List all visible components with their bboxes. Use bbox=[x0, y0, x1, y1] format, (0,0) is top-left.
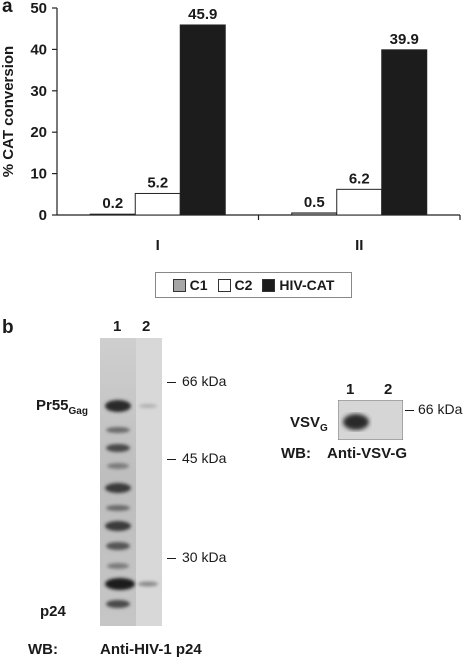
wb-prefix-inset: WB: bbox=[281, 445, 311, 462]
data-label: 0.2 bbox=[102, 195, 123, 212]
western-blot-main bbox=[100, 338, 162, 626]
inset-lane-label-2: 2 bbox=[384, 381, 393, 398]
marker-tick-45 bbox=[167, 459, 176, 460]
chart-legend: C1 C2 HIV-CAT bbox=[155, 272, 352, 298]
wb-antibody-inset: Anti-VSV-G bbox=[327, 445, 408, 462]
inset-band-label: VSVG bbox=[290, 414, 328, 434]
data-label: 45.9 bbox=[188, 6, 217, 23]
marker-30-kda: 30 kDa bbox=[182, 549, 227, 565]
data-label: 0.5 bbox=[304, 194, 325, 211]
legend-label-hiv-cat: HIV-CAT bbox=[279, 277, 335, 293]
marker-66-kda: 66 kDa bbox=[182, 373, 227, 389]
legend-item-hiv-cat: HIV-CAT bbox=[262, 277, 334, 293]
panel-a-label: a bbox=[2, 0, 13, 17]
bar-hiv-cat-ii bbox=[381, 49, 428, 216]
y-axis-label: % CAT conversion bbox=[0, 46, 17, 177]
inset-band-label-sub: G bbox=[320, 423, 328, 434]
bar-c1-i bbox=[89, 213, 136, 216]
y-tick-label: 40 bbox=[30, 41, 47, 58]
inset-marker-tick bbox=[405, 410, 414, 411]
legend-item-c2: C2 bbox=[217, 277, 253, 293]
panel-b-label: b bbox=[2, 317, 14, 338]
legend-swatch-c1 bbox=[172, 278, 186, 292]
inset-lane-label-1: 1 bbox=[346, 381, 355, 398]
y-tick-label: 0 bbox=[39, 207, 47, 224]
western-blot-inset bbox=[338, 400, 403, 440]
bar-c1-ii bbox=[291, 212, 338, 216]
band-label-pr55-sub: Gag bbox=[68, 406, 88, 417]
bar-hiv-cat-i bbox=[179, 24, 226, 216]
data-label: 39.9 bbox=[390, 31, 419, 48]
legend-swatch-c2 bbox=[217, 278, 231, 292]
wb-antibody-main: Anti-HIV-1 p24 bbox=[100, 641, 202, 658]
marker-tick-66 bbox=[167, 382, 176, 383]
inset-band-label-main: VSV bbox=[290, 414, 321, 431]
x-category-label: II bbox=[355, 237, 363, 254]
legend-label-c2: C2 bbox=[234, 277, 253, 293]
marker-tick-30 bbox=[167, 558, 176, 559]
band-label-p24: p24 bbox=[40, 603, 66, 620]
y-tick-label: 30 bbox=[30, 83, 47, 100]
y-tick-label: 50 bbox=[30, 0, 47, 17]
legend-swatch-hiv-cat bbox=[262, 278, 276, 292]
marker-45-kda: 45 kDa bbox=[182, 450, 227, 466]
x-category-label: I bbox=[156, 237, 160, 254]
band-label-pr55: Pr55Gag bbox=[36, 397, 88, 417]
legend-item-c1: C1 bbox=[172, 277, 208, 293]
lane-label-2: 2 bbox=[142, 318, 151, 335]
y-tick-label: 10 bbox=[30, 166, 47, 183]
wb-prefix-main: WB: bbox=[28, 641, 58, 658]
data-label: 5.2 bbox=[147, 174, 168, 191]
y-tick-label: 20 bbox=[30, 124, 47, 141]
band-label-pr55-main: Pr55 bbox=[36, 397, 69, 414]
bar-c2-ii bbox=[336, 188, 383, 216]
lane-label-1: 1 bbox=[113, 318, 122, 335]
data-label: 6.2 bbox=[349, 170, 370, 187]
bar-chart: 0 10 20 30 40 50 % CAT conversion 0.2 5.2 45.9 I 0.… bbox=[0, 0, 461, 254]
bar-c2-i bbox=[134, 192, 181, 216]
legend-label-c1: C1 bbox=[189, 277, 208, 293]
inset-marker-66-kda: 66 kDa bbox=[418, 401, 463, 417]
